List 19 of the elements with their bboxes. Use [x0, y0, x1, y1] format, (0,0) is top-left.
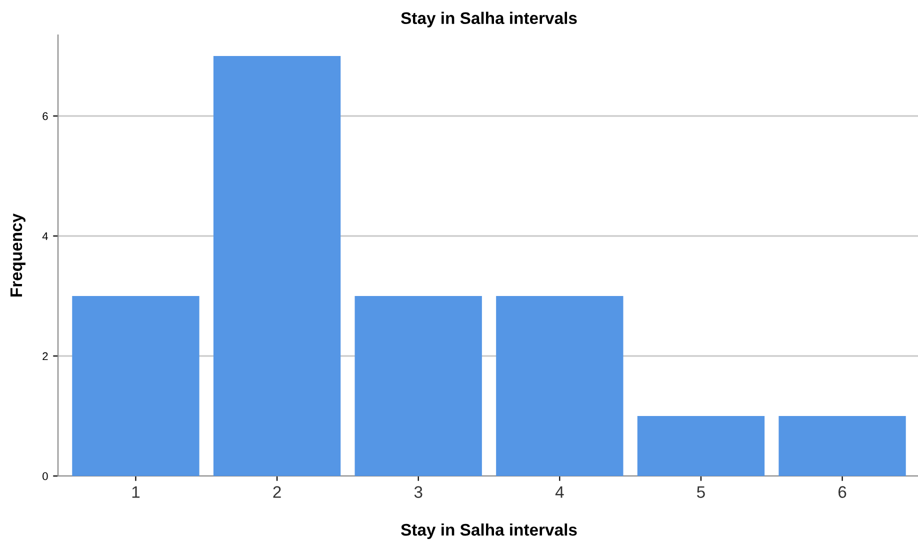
x-tick-label: 4: [555, 486, 564, 498]
y-tick-label: 0: [42, 472, 48, 480]
x-tick-label: 3: [414, 486, 422, 498]
x-tick-label: 1: [132, 486, 140, 498]
bar: [354, 296, 482, 476]
bar: [778, 416, 906, 476]
x-tick-label: 6: [838, 486, 846, 498]
x-tick-label: 2: [273, 486, 281, 498]
bar: [637, 416, 765, 476]
bar: [72, 296, 200, 476]
x-axis-title: Stay in Salha intervals: [401, 523, 577, 540]
x-tick-label: 5: [697, 486, 705, 498]
y-tick-label: 4: [42, 232, 48, 240]
y-axis-title: Frequency: [10, 213, 26, 297]
y-tick-label: 6: [42, 112, 48, 120]
bar: [496, 296, 624, 476]
y-tick-label: 2: [42, 352, 48, 360]
bar: [213, 56, 341, 476]
chart-title: Stay in Salha intervals: [401, 12, 577, 28]
